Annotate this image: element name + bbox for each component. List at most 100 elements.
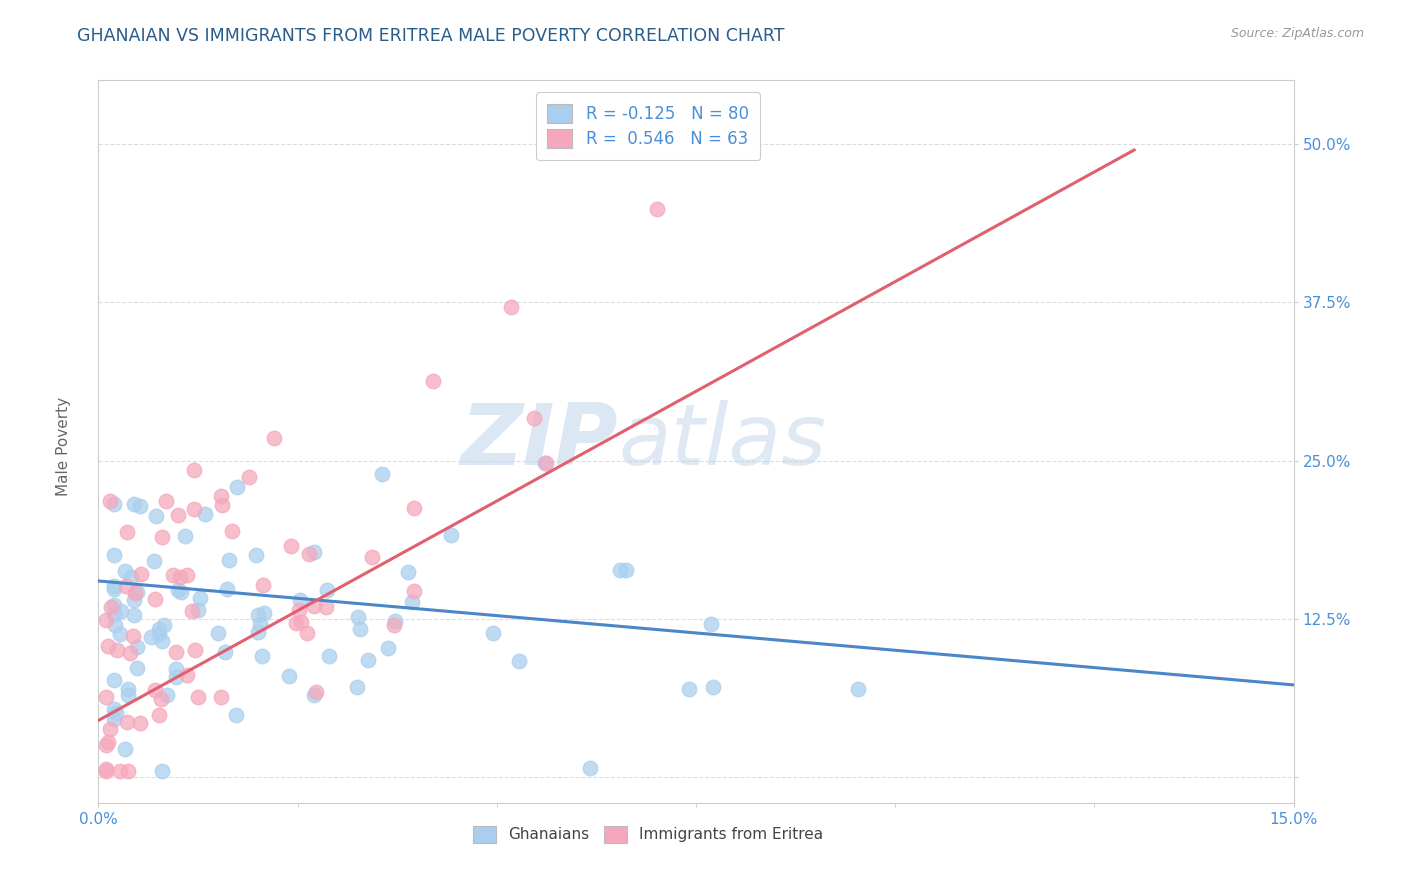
Point: [238, 470, 260, 484]
Point: [124, 586, 146, 600]
Point: [129, 566, 152, 581]
Point: [207, 626, 229, 640]
Point: [499, 300, 522, 314]
Point: [401, 594, 423, 608]
Point: [183, 462, 205, 476]
Point: [114, 579, 136, 593]
Point: [103, 607, 125, 621]
Point: [349, 622, 371, 636]
Point: [609, 563, 631, 577]
Point: [115, 715, 138, 730]
Point: [579, 761, 602, 775]
Point: [377, 641, 399, 656]
Point: [440, 528, 463, 542]
Point: [105, 706, 128, 720]
Point: [108, 627, 131, 641]
Point: [150, 634, 173, 648]
Point: [361, 550, 384, 565]
Point: [194, 507, 217, 521]
Text: GHANAIAN VS IMMIGRANTS FROM ERITREA MALE POVERTY CORRELATION CHART: GHANAIAN VS IMMIGRANTS FROM ERITREA MALE…: [77, 27, 785, 45]
Point: [645, 202, 668, 217]
Point: [129, 500, 152, 514]
Point: [252, 648, 274, 663]
Legend: Ghanaians, Immigrants from Eritrea: Ghanaians, Immigrants from Eritrea: [467, 820, 830, 849]
Point: [103, 712, 125, 726]
Point: [176, 568, 198, 582]
Point: [120, 646, 142, 660]
Point: [846, 681, 869, 696]
Point: [103, 598, 125, 612]
Point: [103, 497, 125, 511]
Point: [252, 578, 274, 592]
Text: Source: ZipAtlas.com: Source: ZipAtlas.com: [1230, 27, 1364, 40]
Point: [100, 600, 122, 615]
Point: [702, 680, 724, 694]
Point: [105, 642, 128, 657]
Point: [96, 690, 118, 704]
Point: [382, 618, 405, 632]
Point: [114, 565, 136, 579]
Point: [614, 563, 637, 577]
Point: [110, 604, 132, 618]
Point: [247, 624, 270, 639]
Point: [165, 662, 187, 676]
Point: [176, 668, 198, 682]
Point: [150, 764, 173, 778]
Point: [249, 616, 271, 631]
Point: [167, 582, 190, 597]
Point: [218, 553, 240, 567]
Point: [225, 707, 247, 722]
Text: ZIP: ZIP: [461, 400, 619, 483]
Point: [699, 617, 721, 632]
Point: [117, 764, 139, 778]
Point: [217, 582, 239, 597]
Point: [316, 582, 339, 597]
Point: [156, 688, 179, 702]
Point: [404, 500, 426, 515]
Point: [139, 630, 162, 644]
Point: [165, 670, 187, 684]
Point: [96, 613, 118, 627]
Point: [534, 456, 557, 470]
Point: [226, 480, 249, 494]
Point: [148, 622, 170, 636]
Point: [209, 489, 232, 503]
Point: [422, 374, 444, 388]
Point: [97, 735, 120, 749]
Point: [155, 494, 177, 508]
Point: [96, 762, 118, 776]
Point: [127, 640, 149, 655]
Point: [183, 501, 205, 516]
Point: [304, 685, 326, 699]
Point: [122, 593, 145, 607]
Point: [290, 593, 312, 607]
Point: [148, 627, 170, 641]
Point: [104, 617, 127, 632]
Point: [120, 570, 142, 584]
Point: [508, 654, 530, 668]
Point: [247, 607, 270, 622]
Point: [263, 431, 285, 445]
Point: [170, 585, 193, 599]
Point: [302, 599, 325, 613]
Point: [103, 548, 125, 562]
Point: [167, 508, 190, 522]
Point: [253, 606, 276, 620]
Point: [103, 582, 125, 596]
Point: [211, 498, 233, 512]
Point: [214, 645, 236, 659]
Point: [150, 531, 173, 545]
Point: [290, 615, 312, 630]
Point: [302, 545, 325, 559]
Point: [346, 681, 368, 695]
Point: [103, 702, 125, 716]
Point: [298, 547, 321, 561]
Point: [117, 688, 139, 702]
Point: [110, 764, 132, 778]
Point: [678, 682, 700, 697]
Point: [315, 599, 337, 614]
Point: [114, 742, 136, 756]
Point: [482, 625, 505, 640]
Point: [302, 688, 325, 702]
Text: atlas: atlas: [619, 400, 827, 483]
